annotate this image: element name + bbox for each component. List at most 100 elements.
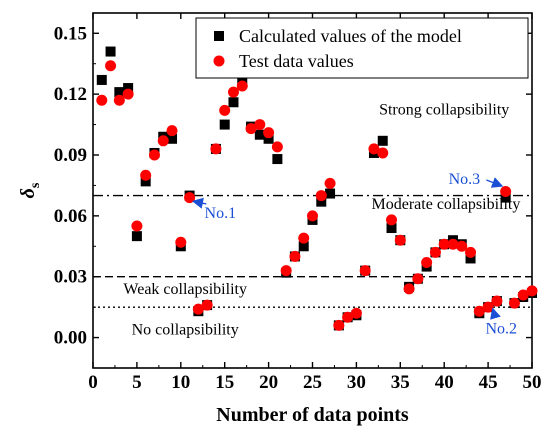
annotation-arrow	[486, 177, 504, 188]
test-point	[96, 94, 108, 106]
test-point	[421, 257, 433, 269]
test-point	[324, 177, 336, 189]
y-axis-symbol: δ	[17, 188, 39, 198]
test-point	[184, 192, 196, 204]
test-point	[315, 190, 327, 202]
test-point	[140, 169, 152, 181]
region-label: Strong collapsibility	[379, 101, 509, 118]
model-point	[96, 74, 107, 85]
test-point	[219, 104, 231, 116]
test-point	[280, 265, 292, 277]
test-point	[491, 295, 503, 307]
test-point	[263, 127, 275, 139]
x-tick-label: 10	[171, 372, 190, 393]
region-label: Moderate collapsibility	[372, 196, 521, 213]
model-point	[131, 231, 142, 242]
test-point	[227, 86, 239, 98]
test-point	[447, 238, 459, 250]
test-point	[412, 273, 424, 285]
legend-label: Calculated values of the model	[239, 26, 462, 46]
model-point	[114, 87, 125, 98]
x-tick-label: 45	[479, 372, 498, 393]
y-axis-subscript: s	[28, 182, 43, 188]
test-point	[359, 265, 371, 277]
model-point	[263, 133, 274, 144]
test-point	[254, 119, 266, 131]
legend-marker-square	[214, 31, 224, 41]
test-point	[245, 123, 257, 135]
test-point	[526, 285, 538, 297]
y-tick-label: 0.00	[54, 328, 87, 349]
model-point	[316, 196, 327, 207]
x-tick-label: 15	[215, 372, 234, 393]
model-point	[254, 129, 265, 140]
test-point	[500, 186, 512, 198]
model-point	[272, 154, 283, 165]
test-point	[473, 305, 485, 317]
test-point	[456, 240, 468, 252]
model-point	[228, 97, 239, 108]
x-tick-label: 0	[88, 372, 98, 393]
model-point	[123, 83, 134, 94]
legend-box	[195, 17, 529, 79]
test-point	[429, 246, 441, 258]
model-point	[325, 188, 336, 199]
test-point	[508, 297, 520, 309]
y-tick-label: 0.09	[54, 145, 87, 166]
test-point	[307, 210, 318, 222]
test-point	[271, 141, 283, 153]
annotation-label: No.2	[485, 321, 517, 338]
x-tick-label: 5	[132, 372, 142, 393]
test-point	[368, 143, 380, 155]
test-point	[465, 246, 477, 258]
test-point	[131, 220, 143, 232]
test-point	[377, 147, 389, 159]
region-label: Weak collapsibility	[123, 281, 247, 298]
model-point	[167, 133, 178, 144]
x-tick-label: 30	[347, 372, 366, 393]
test-point	[517, 289, 529, 301]
model-point	[298, 241, 309, 252]
model-point	[219, 119, 230, 130]
y-tick-label: 0.12	[54, 84, 87, 105]
x-axis-title: Number of data points	[216, 404, 409, 426]
test-point	[105, 60, 117, 72]
annotation-label: No.1	[205, 205, 237, 222]
legend-label: Test data values	[239, 51, 354, 71]
test-point	[166, 125, 178, 137]
x-tick-label: 25	[303, 372, 322, 393]
annotation-arrow	[191, 197, 207, 209]
test-point	[289, 250, 301, 262]
y-axis-title: δs	[17, 182, 43, 198]
y-tick-label: 0.03	[54, 267, 87, 288]
test-point	[386, 214, 398, 226]
model-point	[140, 176, 151, 187]
x-tick-label: 40	[435, 372, 454, 393]
region-label: No collapsibility	[132, 322, 239, 339]
y-tick-label: 0.06	[54, 206, 87, 227]
test-point	[175, 236, 187, 248]
test-point	[403, 283, 415, 295]
test-point	[122, 88, 134, 100]
x-tick-label: 50	[523, 372, 542, 393]
y-tick-label: 0.15	[54, 23, 87, 44]
test-point	[157, 135, 169, 147]
model-point	[105, 46, 116, 57]
plot-area: 0 5 10 15 20 25 30 35 40 45 50 0.00 0.03 0.06 0.09 0.12…	[17, 12, 542, 426]
test-point	[113, 94, 125, 106]
test-point	[298, 232, 310, 244]
annotation-arrow	[490, 307, 501, 320]
test-point	[148, 149, 160, 161]
test-point	[394, 234, 406, 246]
x-tick-label: 20	[259, 372, 278, 393]
test-point	[210, 143, 222, 155]
test-point	[192, 303, 204, 315]
test-point	[438, 238, 450, 250]
x-tick-label: 35	[391, 372, 410, 393]
test-point	[236, 80, 248, 92]
test-point	[201, 299, 213, 311]
model-point	[386, 223, 397, 234]
test-point	[333, 319, 345, 331]
legend-marker-circle	[213, 55, 225, 67]
model-point	[465, 253, 476, 264]
